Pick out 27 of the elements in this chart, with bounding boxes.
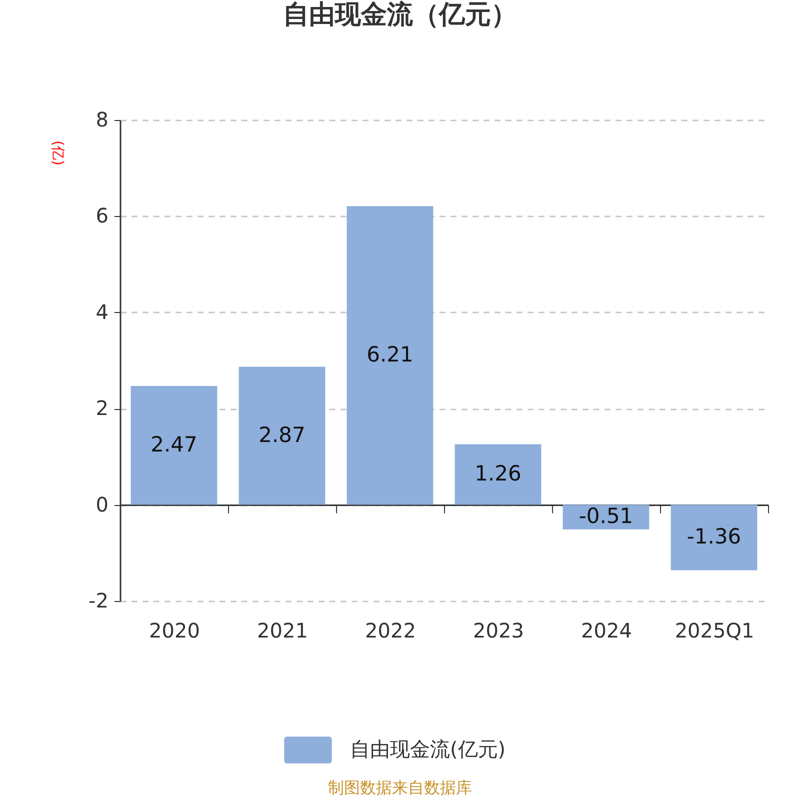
y-axis-title: (亿)	[50, 140, 66, 166]
x-tick-label: 2020	[149, 618, 200, 642]
y-tick-label: 6	[96, 204, 108, 228]
bar	[130, 386, 218, 505]
x-tick-label: 2023	[473, 618, 524, 642]
data-label: -1.36	[686, 524, 742, 549]
y-tick-label: -2	[88, 588, 108, 612]
data-label: -0.51	[578, 504, 634, 528]
x-tick-label: 2022	[365, 618, 416, 642]
x-tick-label: 2021	[257, 618, 308, 642]
x-tick-label: 2025Q1	[674, 618, 754, 642]
x-tick-label: 2024	[581, 618, 632, 642]
bar	[346, 206, 434, 505]
y-tick-label: 4	[96, 300, 108, 324]
chart-title: 自由现金流（亿元）	[283, 0, 517, 30]
data-label: 2.47	[150, 432, 198, 456]
bar	[238, 366, 326, 505]
y-tick-label: 0	[96, 492, 108, 516]
data-label: 1.26	[474, 461, 522, 486]
data-label: 6.21	[366, 342, 414, 366]
legend-label: 自由现金流(亿元)	[350, 737, 506, 761]
text: 制图数据来自数据库	[327, 778, 473, 799]
bar	[454, 444, 542, 505]
bar	[670, 504, 758, 570]
y-tick-label: 2	[96, 396, 108, 420]
data-label: 2.87	[258, 422, 306, 447]
y-tick-label: 8	[96, 108, 108, 132]
